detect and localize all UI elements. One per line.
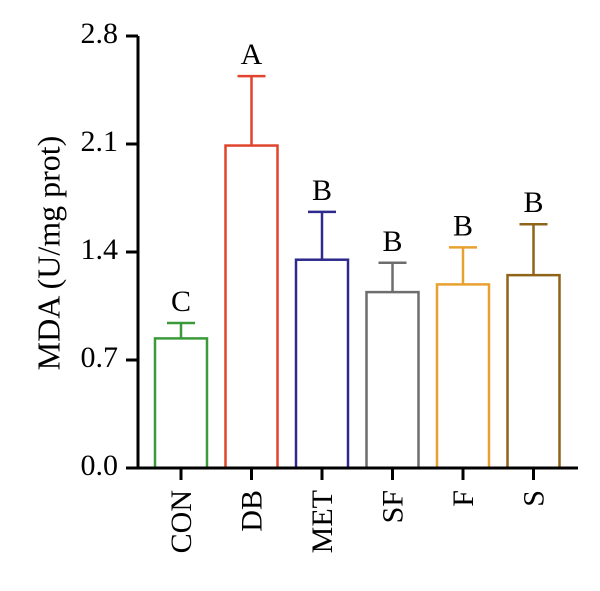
y-tick-label: 2.8: [81, 17, 119, 50]
x-axis: CON DB MET SF F S: [136, 466, 578, 553]
category-label-sf: SF: [377, 490, 410, 523]
y-tick-label: 1.4: [81, 233, 119, 266]
bar-s: [506, 273, 561, 470]
category-label-s: S: [518, 490, 551, 507]
significance-label: B: [312, 174, 332, 207]
y-axis-title: MDA (U/mg prot): [30, 136, 66, 371]
bar-db: [224, 144, 279, 470]
bar-met: [294, 258, 350, 470]
bar-sf: [365, 290, 420, 470]
significance-label: B: [382, 225, 402, 258]
category-label-f: F: [447, 490, 480, 507]
y-tick-label: 0.0: [81, 449, 119, 482]
bar-con: [153, 337, 209, 470]
bar-f: [435, 283, 491, 470]
y-tick-label: 2.1: [81, 125, 119, 158]
significance-label: B: [523, 186, 543, 219]
y-tick-label: 0.7: [81, 341, 119, 374]
significance-label: A: [241, 38, 263, 71]
significance-label: B: [453, 209, 473, 242]
category-label-con: CON: [165, 490, 198, 553]
category-label-db: DB: [236, 490, 269, 532]
y-axis: 0.0 0.7 1.4 2.1 2.8: [81, 17, 140, 482]
significance-label: C: [171, 285, 191, 318]
bars: C A B B B B: [153, 38, 561, 470]
category-label-met: MET: [306, 490, 339, 553]
